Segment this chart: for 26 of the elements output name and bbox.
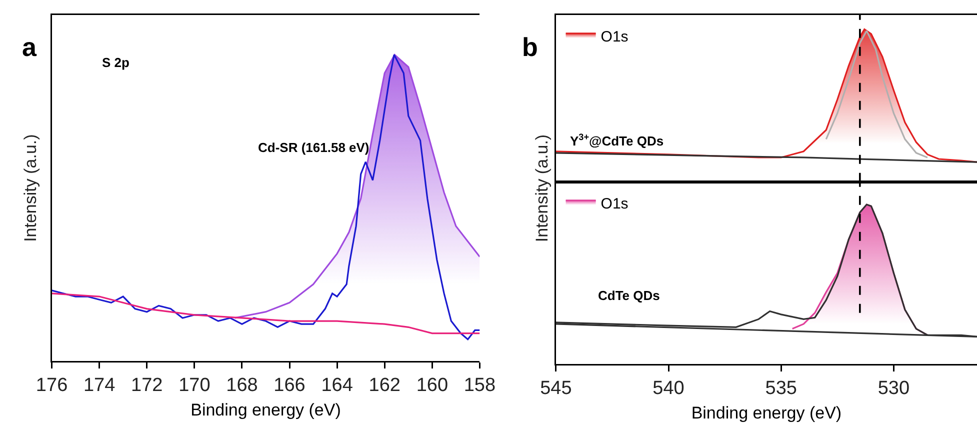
annotation: CdTe QDs [598,288,660,303]
x-tick-label: 162 [368,375,400,396]
x-tick-label: 168 [226,375,258,396]
x-tick-label: 166 [274,375,306,396]
x-tick-label: 164 [321,375,354,396]
x-tick-label: 160 [416,375,448,396]
text: b [522,32,538,62]
x-axis-title: Binding energy (eV) [691,403,842,422]
annotation: Cd-SR (161.58 eV) [258,140,370,155]
text: a [22,32,37,62]
y-axis-title: Intensity (a.u.) [532,134,552,242]
x-tick-label: 172 [131,375,163,396]
x-tick-label: 170 [178,375,210,396]
x-tick-label: 545 [540,378,572,400]
x-tick-label: 535 [765,378,797,400]
x-axis-title: Binding energy (eV) [190,400,341,420]
x-tick-label: 540 [652,378,684,400]
x-tick-label: 530 [878,378,910,400]
x-tick-label: 158 [464,375,496,396]
annotation: Y$^{3+}$@CdTe QDs [570,132,664,148]
x-tick-label: 176 [36,375,68,396]
y-axis-title: Intensity (a.u.) [21,134,40,242]
x-tick-label: 174 [83,375,116,396]
legend-label: O1s [600,28,628,46]
annotation: S 2p [102,55,130,70]
legend-label: O1s [600,195,628,212]
